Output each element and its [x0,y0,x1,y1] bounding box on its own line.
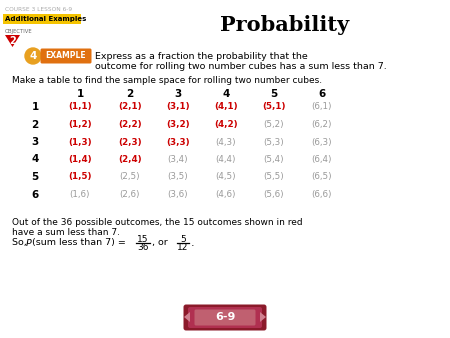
Text: (3,1): (3,1) [166,102,190,112]
Text: (1,6): (1,6) [70,190,90,199]
Text: 1: 1 [76,89,84,99]
Text: (3,2): (3,2) [166,120,190,129]
Text: (2,4): (2,4) [118,155,142,164]
Text: (6,5): (6,5) [312,172,332,182]
Text: 4: 4 [222,89,230,99]
Text: 4: 4 [29,51,37,61]
Text: outcome for rolling two number cubes has a sum less than 7.: outcome for rolling two number cubes has… [95,62,387,71]
Text: (4,1): (4,1) [214,102,238,112]
Text: Out of the 36 possible outcomes, the 15 outcomes shown in red: Out of the 36 possible outcomes, the 15 … [12,218,302,227]
Text: 1: 1 [32,102,39,112]
Text: 12: 12 [177,243,189,252]
Text: (4,6): (4,6) [216,190,236,199]
Text: 5: 5 [270,89,278,99]
Text: (6,4): (6,4) [312,155,332,164]
FancyBboxPatch shape [194,310,256,325]
Text: 6-9: 6-9 [215,312,235,322]
Text: (1,2): (1,2) [68,120,92,129]
Text: (2,6): (2,6) [120,190,140,199]
Text: (4,5): (4,5) [216,172,236,182]
Text: (5,1): (5,1) [262,102,286,112]
Polygon shape [184,312,190,322]
FancyBboxPatch shape [3,14,81,24]
Text: , or: , or [152,239,168,247]
Text: 15: 15 [137,235,149,244]
Text: (5,3): (5,3) [264,138,284,146]
Text: have a sum less than 7.: have a sum less than 7. [12,228,120,237]
Text: (sum less than 7) =: (sum less than 7) = [32,239,126,247]
Text: Make a table to find the sample space for rolling two number cubes.: Make a table to find the sample space fo… [12,76,322,85]
Text: (3,5): (3,5) [167,172,189,182]
FancyBboxPatch shape [184,305,266,331]
Text: 4: 4 [32,154,39,165]
Text: COURSE 3 LESSON 6-9: COURSE 3 LESSON 6-9 [5,7,72,12]
Text: (2,2): (2,2) [118,120,142,129]
Text: (1,1): (1,1) [68,102,92,112]
Text: (1,5): (1,5) [68,172,92,182]
Text: (6,1): (6,1) [312,102,332,112]
Text: 5: 5 [180,235,186,244]
Text: So,: So, [12,239,30,247]
Polygon shape [5,35,20,47]
Text: 6: 6 [32,190,39,199]
Text: (2,1): (2,1) [118,102,142,112]
Text: (4,3): (4,3) [216,138,236,146]
Text: 2: 2 [9,36,16,46]
Text: 5: 5 [32,172,39,182]
Text: OBJECTIVE: OBJECTIVE [5,29,32,34]
Text: (5,6): (5,6) [264,190,284,199]
Text: Probability: Probability [220,15,350,35]
Polygon shape [260,312,266,322]
FancyBboxPatch shape [40,48,91,64]
Text: (5,4): (5,4) [264,155,284,164]
Text: (1,4): (1,4) [68,155,92,164]
Text: 2: 2 [32,120,39,129]
Text: (6,3): (6,3) [312,138,332,146]
Text: (2,5): (2,5) [120,172,140,182]
Text: (3,6): (3,6) [168,190,188,199]
Text: EXAMPLE: EXAMPLE [46,51,86,61]
Text: (4,4): (4,4) [216,155,236,164]
Text: (6,2): (6,2) [312,120,332,129]
FancyBboxPatch shape [188,307,262,328]
Circle shape [25,48,41,64]
Text: (5,2): (5,2) [264,120,284,129]
Text: (5,5): (5,5) [264,172,284,182]
Text: 36: 36 [137,243,149,252]
Text: .: . [191,238,194,248]
Text: Additional Examples: Additional Examples [5,16,86,22]
Text: P: P [26,239,32,247]
Text: (1,3): (1,3) [68,138,92,146]
Text: 3: 3 [175,89,182,99]
Text: (4,2): (4,2) [214,120,238,129]
Text: (3,3): (3,3) [166,138,190,146]
Text: (2,3): (2,3) [118,138,142,146]
Text: Express as a fraction the probability that the: Express as a fraction the probability th… [95,52,308,61]
Text: 2: 2 [126,89,134,99]
Text: 3: 3 [32,137,39,147]
Text: (3,4): (3,4) [168,155,188,164]
Text: 6: 6 [319,89,326,99]
Text: (6,6): (6,6) [312,190,332,199]
